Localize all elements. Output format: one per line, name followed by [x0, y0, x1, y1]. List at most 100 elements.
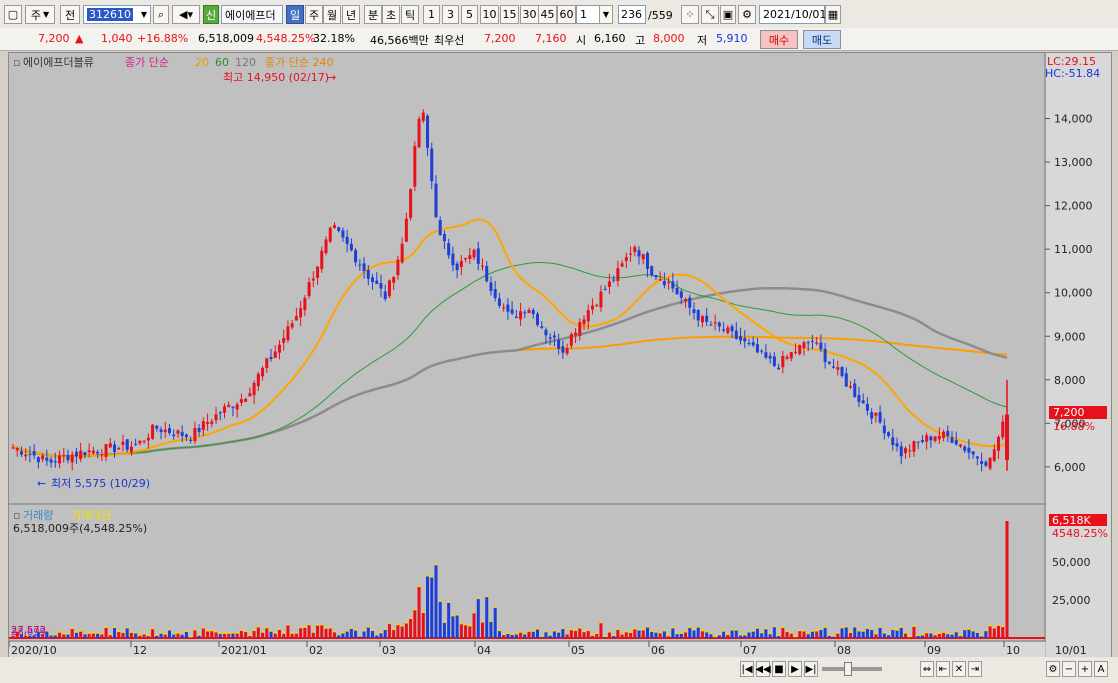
period-3[interactable]: 년: [342, 5, 360, 24]
cursor-icon[interactable]: ✕: [952, 661, 966, 677]
volume-bar: [218, 634, 222, 638]
fit-icon[interactable]: ⇔: [920, 661, 934, 677]
volume-bar: [210, 631, 214, 638]
amount-mark: [261, 631, 265, 633]
change-arrow: ▲: [75, 32, 84, 45]
amount-mark: [151, 627, 155, 630]
amount-mark: [958, 634, 962, 636]
grid-icon[interactable]: ⁘: [681, 5, 699, 24]
settings-icon[interactable]: ⚙: [1046, 661, 1060, 677]
period-4[interactable]: 분: [364, 5, 382, 24]
volume-bar: [705, 632, 709, 638]
amount-mark: [307, 623, 311, 626]
chevron-down-icon[interactable]: ▼: [599, 5, 613, 24]
amount-mark: [912, 625, 916, 627]
interval-15[interactable]: 15: [500, 5, 519, 24]
hc-label: HC:-51.84: [1045, 67, 1100, 80]
period-1[interactable]: 주: [305, 5, 323, 24]
scroll-first-icon[interactable]: |◀: [740, 661, 754, 677]
volume-bar: [722, 631, 726, 638]
layout-icon[interactable]: ▢: [4, 5, 22, 24]
stop-icon[interactable]: ■: [772, 661, 786, 677]
volume-bar: [662, 631, 666, 638]
volume-bar: [409, 619, 413, 638]
period-0[interactable]: 일: [286, 5, 304, 24]
volume-bar: [299, 628, 303, 638]
volume-bar: [303, 627, 307, 638]
volume-bar: [176, 633, 180, 638]
sell-button[interactable]: 매도: [803, 30, 841, 49]
amount-mark: [713, 635, 717, 638]
amount-mark: [552, 629, 556, 632]
zoom-out-icon[interactable]: ⇤: [936, 661, 950, 677]
interval-5[interactable]: 5: [461, 5, 478, 24]
stock-name-field[interactable]: 에이에프더: [221, 5, 283, 24]
count-input[interactable]: 236: [618, 5, 646, 24]
calendar-icon[interactable]: ▦: [825, 5, 841, 24]
volume-bar: [96, 633, 100, 638]
zoom-slider-handle[interactable]: [844, 662, 852, 676]
candle-body: [878, 412, 882, 423]
candle-body: [324, 239, 328, 254]
volume-bar: [967, 629, 971, 638]
candle-body: [861, 400, 865, 404]
date-input[interactable]: 2021/10/01: [759, 5, 826, 24]
candle-body: [777, 367, 781, 370]
interval-45[interactable]: 45: [538, 5, 557, 24]
interval-60[interactable]: 60: [557, 5, 576, 24]
code-input[interactable]: 312610 ▼: [83, 5, 151, 24]
volume-bar: [138, 635, 142, 638]
candle-body: [151, 424, 155, 439]
candle-body: [764, 352, 768, 358]
minus-icon[interactable]: −: [1062, 661, 1076, 677]
buy-button[interactable]: 매수: [760, 30, 798, 49]
volume-bar: [726, 634, 730, 638]
volume-bar: [290, 633, 294, 638]
speaker-icon[interactable]: ◀▾: [172, 5, 200, 24]
interval-30[interactable]: 30: [520, 5, 539, 24]
interval-3[interactable]: 3: [442, 5, 459, 24]
volume-bar: [794, 637, 798, 638]
amount-mark: [840, 626, 844, 629]
interval-1[interactable]: 1: [423, 5, 440, 24]
amount-mark: [472, 611, 476, 614]
zoom-slider[interactable]: [822, 667, 882, 671]
plus-icon[interactable]: +: [1078, 661, 1092, 677]
chart-area[interactable]: 14,000 13,000 12,000 11,000 10,000 9,000 8,000…: [8, 52, 1112, 659]
zoom-in-icon[interactable]: ⇥: [968, 661, 982, 677]
volume-bar: [552, 631, 556, 638]
period-6[interactable]: 틱: [401, 5, 419, 24]
volume-bar: [946, 634, 950, 638]
volume-bar: [430, 577, 434, 638]
save-icon[interactable]: ▣: [720, 5, 736, 24]
volume-bar: [984, 631, 988, 638]
prev-button[interactable]: 전: [60, 5, 80, 24]
amount-mark: [387, 622, 391, 625]
candle-body: [722, 329, 726, 331]
period-2[interactable]: 월: [323, 5, 341, 24]
volume-bar: [256, 627, 260, 638]
candle-body: [146, 437, 150, 441]
interval-10[interactable]: 10: [480, 5, 499, 24]
volume-bar: [950, 634, 954, 638]
amount-mark: [159, 632, 163, 634]
scroll-next-icon[interactable]: ▶|: [804, 661, 818, 677]
candle-body: [612, 279, 616, 281]
volume-left-tag2: 28,699: [11, 627, 46, 638]
vol-tag: 6,518K: [1052, 514, 1091, 527]
price-chart[interactable]: 14,000 13,000 12,000 11,000 10,000 9,000 8,000…: [8, 53, 1111, 658]
candle-body: [709, 324, 713, 326]
font-size-icon[interactable]: A: [1094, 661, 1108, 677]
period-5[interactable]: 초: [382, 5, 400, 24]
search-icon[interactable]: ⌕: [153, 5, 169, 24]
zoom-icon[interactable]: ⤡: [701, 5, 719, 24]
market-select[interactable]: 주 ▼: [25, 5, 55, 24]
play-icon[interactable]: ▶: [788, 661, 802, 677]
amount-mark: [430, 576, 434, 578]
amount-mark: [320, 623, 324, 626]
volume-bar: [184, 631, 188, 638]
candle-body: [523, 312, 527, 314]
candle-body: [874, 412, 878, 416]
scroll-prev-icon[interactable]: ◀◀: [755, 661, 771, 677]
gear-icon[interactable]: ⚙: [738, 5, 756, 24]
